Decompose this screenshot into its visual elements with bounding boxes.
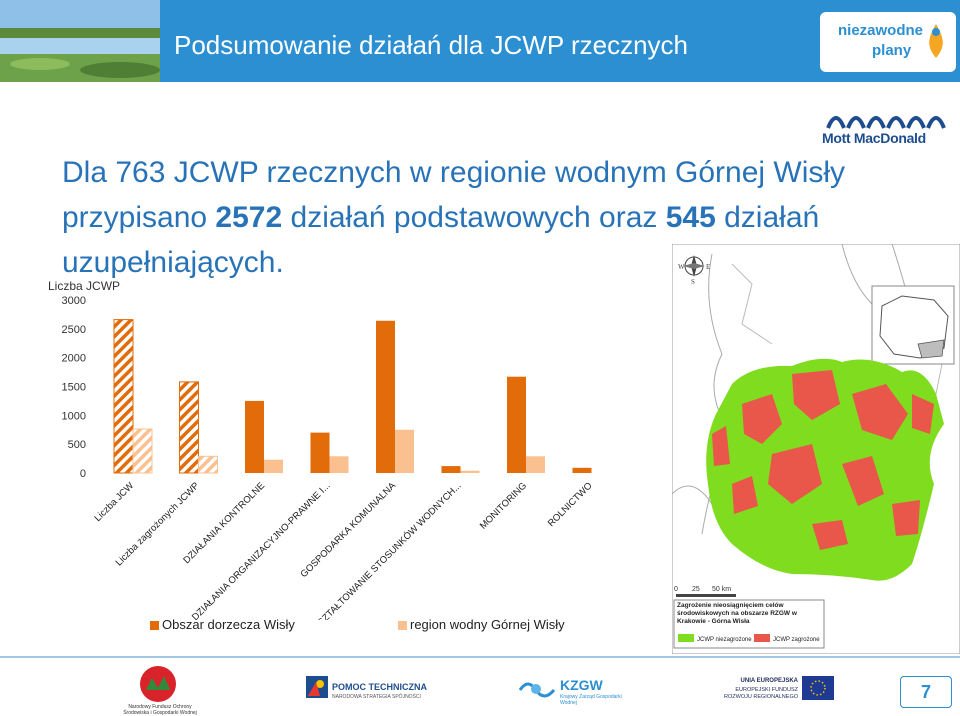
pomoc-techniczna-icon bbox=[306, 676, 328, 698]
legend-item-1: Obszar dorzecza Wisły bbox=[150, 617, 295, 632]
headline-number: 2572 bbox=[215, 201, 283, 234]
mott-text: Mott MacDonald bbox=[822, 130, 926, 146]
nfos-caption: Narodowy Fundusz Ochrony Środowiska i Go… bbox=[123, 704, 197, 716]
y-tick-label: 3000 bbox=[62, 295, 86, 307]
kzgw-text: KZGW bbox=[560, 677, 603, 693]
y-axis-title: Liczba JCWP bbox=[48, 279, 121, 293]
legend-swatch-red bbox=[754, 634, 770, 642]
compass-e: E bbox=[706, 263, 710, 271]
scale-label: 50 km bbox=[712, 586, 731, 593]
compass-w: W bbox=[678, 263, 685, 271]
headline: Dla 763 JCWP rzecznych w regionie wodnym… bbox=[62, 150, 862, 285]
ue-title: UNIA EUROPEJSKA bbox=[740, 678, 798, 684]
map-legend: Zagrożenie nieosiągnięciem celów środowi… bbox=[673, 599, 825, 649]
legend-swatch-green bbox=[678, 634, 694, 642]
y-tick-label: 0 bbox=[80, 468, 86, 480]
bar-dorzecze bbox=[310, 432, 330, 473]
bar-region bbox=[198, 455, 218, 474]
page-number: 7 bbox=[900, 676, 952, 708]
y-tick-label: 500 bbox=[68, 439, 86, 451]
kzgw-icon bbox=[518, 682, 556, 698]
bar-dorzecze bbox=[441, 466, 461, 473]
legend-label: Obszar dorzecza Wisły bbox=[162, 617, 295, 632]
category-label: DZIAŁANIA ORGANIZACYJNO-PRAWNE I... bbox=[190, 480, 333, 620]
bar-region bbox=[132, 428, 153, 474]
headline-part: działań podstawowych oraz bbox=[282, 201, 666, 234]
river-basin-area bbox=[706, 358, 944, 581]
legend-swatch bbox=[398, 621, 407, 631]
headline-part: Dla 763 JCWP rzecznych w regionie wodnym… bbox=[62, 156, 846, 234]
category-label: ROLNICTWO bbox=[546, 480, 595, 529]
bar-dorzecze bbox=[179, 381, 199, 474]
nfos-logo bbox=[140, 666, 176, 702]
page-title: Podsumowanie działań dla JCWP rzecznych bbox=[174, 30, 688, 60]
region-map: W E S 0 25 50 km Zagrożenie nieosiągnięc… bbox=[672, 244, 960, 654]
headline-part: działań uzupełniających. bbox=[62, 201, 820, 279]
bar-region bbox=[460, 470, 480, 473]
bar-dorzecze bbox=[376, 320, 395, 473]
eu-flag-icon bbox=[802, 676, 834, 700]
mott-macdonald-logo: Mott MacDonald bbox=[822, 104, 946, 150]
poland-inset bbox=[871, 285, 955, 365]
bar-region bbox=[264, 459, 283, 473]
bar-region bbox=[395, 429, 414, 473]
bar-region bbox=[526, 456, 545, 473]
compass-s: S bbox=[691, 278, 695, 286]
y-tick-label: 1500 bbox=[62, 382, 86, 394]
scale-label: 25 bbox=[692, 586, 700, 593]
map-legend-label: JCWP niezagrożone bbox=[697, 637, 752, 643]
ue-fund: EUROPEJSKI FUNDUSZ ROZWOJU REGIONALNEGO bbox=[724, 687, 798, 700]
kzgw-caption: Krajowy Zarząd Gospodarki Wodnej bbox=[560, 694, 622, 706]
footer-divider bbox=[0, 656, 960, 658]
compass-icon: W E S bbox=[678, 255, 710, 286]
scale-label: 0 bbox=[674, 586, 678, 593]
map-legend-title: Zagrożenie nieosiągnięciem celów środowi… bbox=[677, 602, 797, 625]
y-tick-label: 2500 bbox=[62, 324, 86, 336]
arches-icon bbox=[826, 116, 946, 129]
logo-line1: niezawodne bbox=[838, 22, 924, 39]
legend-swatch bbox=[150, 621, 159, 631]
y-tick-label: 1000 bbox=[62, 410, 86, 422]
pomoc-techniczna-text: POMOC TECHNICZNA bbox=[332, 682, 427, 692]
bar-dorzecze bbox=[113, 319, 134, 474]
y-tick-label: 2000 bbox=[62, 353, 86, 365]
legend-item-2: region wodny Górnej Wisły bbox=[398, 617, 565, 632]
map-legend-label: JCWP zagrożone bbox=[773, 637, 820, 643]
niezawodne-plany-logo: niezawodne plany bbox=[820, 12, 956, 72]
header-bar: Podsumowanie działań dla JCWP rzecznych … bbox=[0, 0, 960, 82]
bar-dorzecze bbox=[245, 400, 264, 473]
bar-dorzecze bbox=[507, 376, 526, 473]
nss-text: NARODOWA STRATEGIA SPÓJNOŚCI bbox=[332, 694, 421, 700]
category-label: MONITORING bbox=[478, 480, 529, 531]
category-label: Liczba JCW bbox=[93, 480, 137, 524]
water-drop-icon bbox=[929, 24, 943, 58]
bar-dorzecze bbox=[572, 467, 592, 473]
logo-line2: plany bbox=[872, 42, 912, 59]
bar-region bbox=[329, 456, 349, 473]
landscape-photo bbox=[0, 0, 160, 82]
map-scale-bar: 0 25 50 km bbox=[674, 586, 736, 597]
legend-label: region wodny Górnej Wisły bbox=[410, 617, 565, 632]
headline-number: 545 bbox=[665, 201, 716, 234]
